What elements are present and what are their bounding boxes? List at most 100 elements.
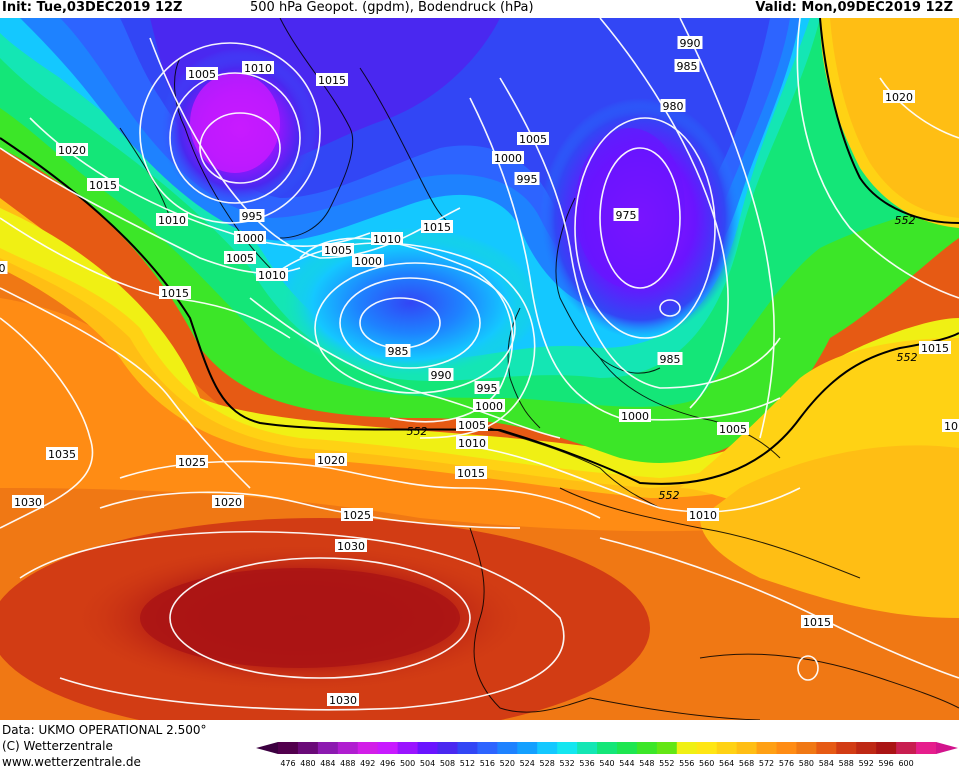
copyright-label: (C) Wetterzentrale <box>2 739 113 753</box>
isobar-label: 985 <box>674 59 700 73</box>
isobar-label-text: 1015 <box>161 287 189 300</box>
isobar-label-bg <box>87 178 119 191</box>
isobar-label-text: 1015 <box>457 467 485 480</box>
isobar-label: 1015 <box>159 286 191 300</box>
isobar-label: 1005 <box>186 67 218 81</box>
isobar-label: 1015 <box>316 73 348 87</box>
isobar-label-text: 1025 <box>343 509 371 522</box>
isobar-label-text: 1010 <box>373 233 401 246</box>
isobar-label-bg <box>687 508 719 521</box>
isobar-label-bg <box>159 286 191 299</box>
isobar-label: 995 <box>239 209 265 223</box>
contour-552-line <box>0 137 959 485</box>
colorbar-swatch <box>916 742 937 754</box>
isobar-label: 985 <box>385 344 411 358</box>
isobar-label: 1005 <box>717 422 749 436</box>
isobar-label-bg <box>341 508 373 521</box>
isobar-label-bg <box>657 352 683 365</box>
isobar-label-bg <box>224 251 256 264</box>
colorbar-swatch <box>437 742 458 754</box>
isobar-label: 985 <box>657 352 683 366</box>
colorbar-tick-label: 524 <box>520 759 535 768</box>
colorbar-tick-label: 484 <box>320 759 335 768</box>
isobar-label: 1020 <box>883 90 915 104</box>
colorbar-tick-label: 520 <box>500 759 515 768</box>
isobar-label: 0 <box>0 261 8 275</box>
colorbar-tick-label: 580 <box>799 759 814 768</box>
colorbar-tick-label: 552 <box>659 759 674 768</box>
colorbar-tick-label: 500 <box>400 759 415 768</box>
isobar-label: 552 <box>897 351 918 364</box>
colorbar-tick-label: 508 <box>440 759 455 768</box>
isobar-label: 1020 <box>212 495 244 509</box>
colorbar-swatch <box>357 742 379 754</box>
isobar-label-text: 552 <box>659 489 680 502</box>
colorbar-tick-label: 488 <box>340 759 355 768</box>
isobar-label-bg <box>371 232 403 245</box>
colorbar-swatch <box>776 742 797 754</box>
init-time-label: Init: Tue,03DEC2019 12Z <box>2 0 183 15</box>
colorbar-swatch <box>656 742 678 754</box>
isobar-label-text: 1010 <box>458 437 486 450</box>
isobar-label: 1025 <box>176 455 208 469</box>
isobar-label-text: 552 <box>897 351 918 364</box>
isobar-label-bg <box>619 409 651 422</box>
isobar-label-text: 1015 <box>318 74 346 87</box>
data-source-label: Data: UKMO OPERATIONAL 2.500° <box>2 723 207 737</box>
isobar-label: 980 <box>660 99 686 113</box>
isobar-label: 995 <box>514 172 540 186</box>
isobar-label-bg <box>801 615 833 628</box>
colorbar-swatch <box>537 742 558 754</box>
isobar-label-bg <box>385 344 411 357</box>
colorbar-swatch <box>377 742 399 754</box>
isobar-label: 1020 <box>56 143 88 157</box>
colorbar-tick-label: 560 <box>699 759 714 768</box>
isobar-label-bg <box>186 67 218 80</box>
colorbar-tick-label: 556 <box>679 759 694 768</box>
isobar-label: 552 <box>407 425 428 438</box>
isobar-label-text: 995 <box>477 382 498 395</box>
isobar-label-bg <box>212 495 244 508</box>
isobar-label: 1020 <box>315 453 347 467</box>
isobar-label-text: 1020 <box>317 454 345 467</box>
isobar-label-bg <box>421 220 453 233</box>
isobar-label: 1015 <box>455 466 487 480</box>
isobar-label-text: 10 <box>944 420 958 433</box>
colorbar-tick-label: 476 <box>280 759 295 768</box>
isobar-label-text: 1010 <box>244 62 272 75</box>
isobar-label-text: 990 <box>680 37 701 50</box>
colorbar-swatch <box>756 742 777 754</box>
isobar-label-text: 1005 <box>324 244 352 257</box>
isobar-label-bg <box>176 455 208 468</box>
isobar-label-text: 985 <box>388 345 409 358</box>
isobar-label: 1010 <box>371 232 403 246</box>
isobar-label-text: 995 <box>242 210 263 223</box>
isobar-label-bg <box>316 73 348 86</box>
colorbar-swatch <box>457 742 478 754</box>
colorbar-swatch <box>417 742 439 754</box>
isobar-label-text: 1030 <box>14 496 42 509</box>
isobar-label-bg <box>56 143 88 156</box>
colorbar-tick-label: 600 <box>898 759 913 768</box>
colorbar-tick-label: 572 <box>759 759 774 768</box>
isobar-label: 1010 <box>456 436 488 450</box>
isobar-label-text: 1015 <box>803 616 831 629</box>
isobar-label-bg <box>455 466 487 479</box>
isobar-label-text: 995 <box>517 173 538 186</box>
isobar-label-bg <box>315 453 347 466</box>
isobar-label: 552 <box>659 489 680 502</box>
header: Init: Tue,03DEC2019 12Z 500 hPa Geopot. … <box>0 0 959 18</box>
colorbar-tick-label: 544 <box>619 759 634 768</box>
isobar-label-bg <box>514 172 540 185</box>
isobar-label-bg <box>517 132 549 145</box>
colorbar-swatch <box>696 742 718 754</box>
isobar-label-bg <box>919 341 951 354</box>
isobar-label-text: 1020 <box>885 91 913 104</box>
colorbar-tick-label: 576 <box>779 759 794 768</box>
colorbar-tick-label: 492 <box>360 759 375 768</box>
isobar-label-text: 1000 <box>354 255 382 268</box>
isobar-label: 1010 <box>687 508 719 522</box>
colorbar-swatch <box>636 742 658 754</box>
isobar-label-text: 1010 <box>258 269 286 282</box>
isobar-label-text: 1035 <box>48 448 76 461</box>
